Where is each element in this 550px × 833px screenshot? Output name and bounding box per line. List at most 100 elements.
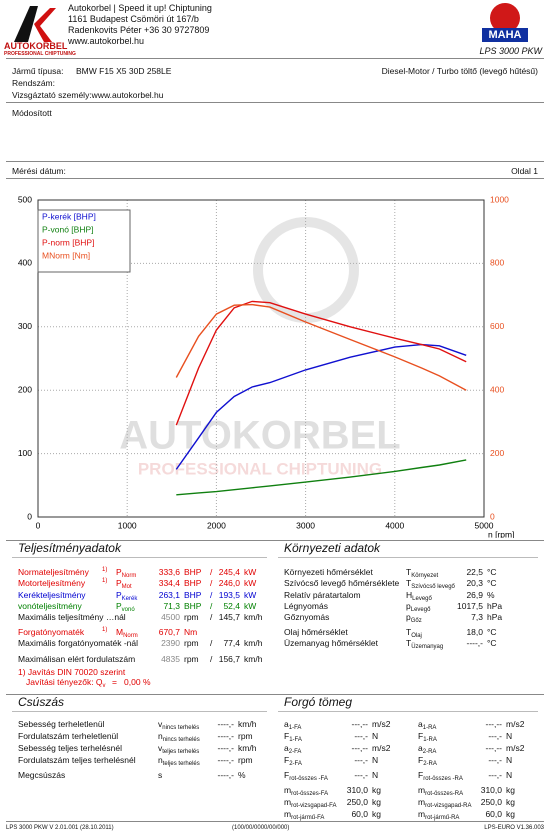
- unit: N: [506, 731, 513, 741]
- unit: N: [372, 731, 379, 741]
- symbol: TKörnyezet: [406, 567, 439, 579]
- unit: kW: [244, 601, 257, 611]
- unit: km/h: [244, 638, 263, 648]
- symbol-sub: Levegő: [410, 607, 431, 613]
- row-label: Maximális teljesítmény …nál: [18, 612, 126, 622]
- label: Rendszám:: [12, 78, 55, 88]
- symbol-sub: rot-vizsgapad-FA: [291, 803, 337, 809]
- y-tick-label: 0: [27, 511, 32, 521]
- symbol-sub: Levegő: [412, 596, 432, 602]
- unit: kW: [244, 590, 257, 600]
- symbol-sub: nincs terhelés: [162, 737, 200, 743]
- value: 4835: [161, 654, 180, 664]
- value: 156,7: [218, 654, 240, 664]
- value: ---,-: [488, 755, 502, 765]
- unit: kg: [372, 809, 381, 819]
- legend-entry: P-kerék [BHP]: [42, 211, 96, 221]
- unit: BHP: [184, 578, 202, 588]
- symbol-sub: vonó: [121, 607, 135, 613]
- unit: kW: [244, 567, 257, 577]
- footnote: 1) Javítás DIN 70020 szerint: [18, 667, 126, 677]
- value: 310,0: [346, 785, 368, 795]
- symbol: mrot-összes-FA: [284, 785, 329, 797]
- section-title: Teljesítményadatok: [18, 541, 121, 555]
- value: 7,3: [471, 612, 483, 622]
- symbol-sub: 1-RA: [423, 737, 437, 743]
- row-label: Sebesség teljes terhelésnél: [18, 743, 122, 753]
- row-label: Megcsúszás: [18, 770, 66, 780]
- symbol-sub: Mot: [121, 584, 132, 590]
- unit: rpm: [238, 731, 253, 741]
- value: ----,-: [217, 731, 234, 741]
- value: Oldal 1: [511, 166, 538, 176]
- unit: kg: [506, 809, 515, 819]
- value: 333,6: [158, 567, 180, 577]
- logo-shape: [34, 8, 56, 42]
- row-label: Légnyomás: [284, 601, 328, 611]
- value: ---,-: [354, 755, 368, 765]
- symbol: F2-FA: [284, 755, 302, 767]
- legend-box: [37, 209, 131, 273]
- x-tick-label: 4000: [385, 520, 404, 530]
- maha-text: MAHA: [488, 29, 522, 41]
- unit: km/h: [238, 743, 257, 753]
- y-tick-label: 300: [18, 321, 32, 331]
- y2-tick-label: 200: [490, 448, 504, 458]
- value: BMW F15 X5 30D 258LE: [76, 66, 172, 76]
- value: 52,4: [223, 601, 240, 611]
- symbol: HLevegő: [406, 590, 432, 602]
- value: ---,--: [351, 743, 368, 753]
- symbol-sub: teljes terhelés: [162, 749, 200, 755]
- unit: Nm: [184, 627, 198, 637]
- legend-entry: MNorm [Nm]: [42, 250, 90, 260]
- symbol: PNorm: [116, 567, 137, 579]
- maha-circle: [490, 3, 520, 33]
- value: Diesel-Motor / Turbo töltő (levegő hűtés…: [381, 66, 538, 76]
- separator: /: [210, 578, 213, 588]
- divider: [6, 821, 544, 822]
- unit: BHP: [184, 601, 202, 611]
- address-line: Radenkovits Péter +36 30 9727809: [68, 25, 210, 35]
- address-line: Autokorbel | Speed it up! Chiptuning: [68, 3, 212, 13]
- unit: °C: [487, 638, 497, 648]
- value: 245,4: [218, 567, 240, 577]
- section-line: [278, 557, 538, 558]
- symbol-sub: 2-FA: [289, 761, 302, 767]
- symbol: vteljes terhelés: [158, 743, 200, 755]
- row-label: Üzemanyag hőmérséklet: [284, 638, 379, 648]
- separator: /: [210, 601, 213, 611]
- row-label: Relatív páratartalom: [284, 590, 361, 600]
- footer: (100/00/0000/00/000): [232, 825, 290, 831]
- y-tick-label: 400: [18, 258, 32, 268]
- symbol: TSzívócső levegő: [406, 578, 455, 590]
- value: 22,5: [466, 567, 483, 577]
- divider: [6, 540, 544, 541]
- y2-tick-label: 800: [490, 258, 504, 268]
- product: LPS 3000 PKW: [479, 46, 542, 56]
- symbol-sub: 1-RA: [422, 725, 437, 731]
- symbol: Frot-összes -RA: [418, 770, 463, 782]
- symbol: mrot-jármű-RA: [418, 809, 460, 821]
- logo-sub: PROFESSIONAL CHIPTUNING: [4, 51, 76, 57]
- row-note: 1): [102, 567, 108, 573]
- value: ----,-: [217, 719, 234, 729]
- symbol-sub: 1-FA: [288, 725, 302, 731]
- symbol: Pvonó: [116, 601, 135, 613]
- value: ---,-: [354, 731, 368, 741]
- unit: rpm: [184, 654, 199, 664]
- symbol-sub: rot-jármű-FA: [291, 815, 325, 821]
- x-tick-label: 1000: [118, 520, 137, 530]
- plot-frame: [37, 199, 485, 518]
- symbol-sub: rot-összes -RA: [423, 776, 463, 782]
- row-note: 1): [102, 578, 108, 584]
- row-label: Olaj hőmérséklet: [284, 627, 348, 637]
- value: 263,1: [158, 590, 180, 600]
- watermark: PROFESSIONAL CHIPTUNING: [138, 459, 382, 478]
- maha-box: [482, 28, 528, 42]
- symbol: TÜzemanyag: [406, 638, 444, 650]
- value: 334,4: [158, 578, 180, 588]
- x-tick-label: 5000: [475, 520, 494, 530]
- x-tick-label: 3000: [296, 520, 315, 530]
- label: Módosított: [12, 108, 52, 118]
